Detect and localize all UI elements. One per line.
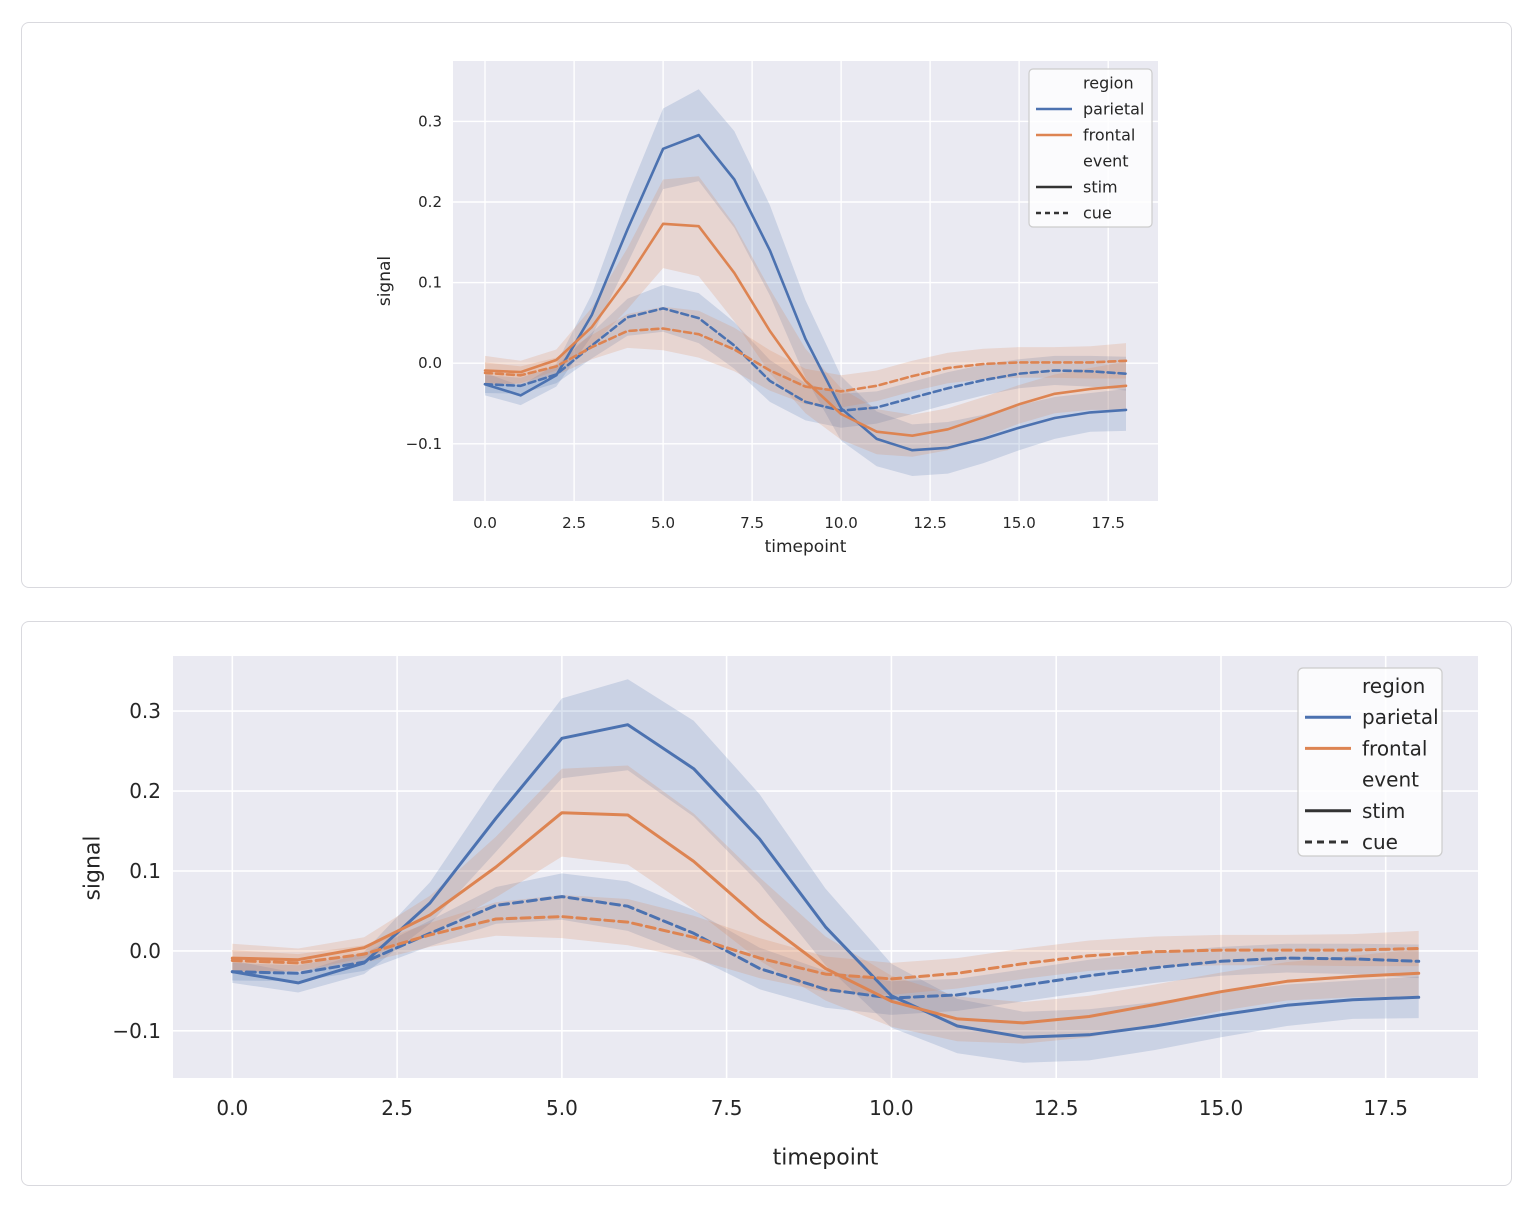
confidence-band-parietal-stim bbox=[232, 679, 1419, 1063]
x-tick-label: 15.0 bbox=[1002, 514, 1035, 532]
confidence-band-frontal-cue bbox=[232, 895, 1419, 995]
x-tick-label: 7.5 bbox=[740, 514, 764, 532]
line-parietal-cue bbox=[483, 307, 1128, 412]
legend-group-title: event bbox=[1362, 768, 1419, 792]
y-tick-label: 0.1 bbox=[129, 859, 161, 883]
fmri-line-chart-top: 0.0 2.5 5.0 7.5 10.0 12.5 15.0 17.5 0.3 0.2 0.1 0.0… bbox=[375, 61, 1158, 557]
y-tick-label: −0.1 bbox=[406, 435, 442, 453]
legend-entry-label: parietal bbox=[1083, 100, 1144, 119]
legend-entry-label: cue bbox=[1362, 830, 1398, 854]
x-tick-label: 15.0 bbox=[1199, 1096, 1244, 1120]
x-tick-label: 10.0 bbox=[824, 514, 857, 532]
y-tick-label: 0.0 bbox=[418, 354, 442, 372]
x-tick-label: 17.5 bbox=[1363, 1096, 1408, 1120]
chart-card-top: 0.0 2.5 5.0 7.5 10.0 12.5 15.0 17.5 0.3 0.2 0.1 0.0… bbox=[21, 22, 1512, 588]
x-tick-label: 12.5 bbox=[1034, 1096, 1079, 1120]
x-tick-label: 2.5 bbox=[562, 514, 586, 532]
x-tick-label: 2.5 bbox=[381, 1096, 413, 1120]
y-tick-label: 0.2 bbox=[418, 193, 442, 211]
x-tick-label: 5.0 bbox=[546, 1096, 578, 1120]
legend-group-title: region bbox=[1362, 674, 1425, 698]
x-tick-label: 0.0 bbox=[216, 1096, 248, 1120]
y-tick-label: 0.3 bbox=[418, 112, 442, 130]
x-tick-label: 12.5 bbox=[913, 514, 946, 532]
y-tick-label: −0.1 bbox=[112, 1019, 161, 1043]
legend-entry-label: frontal bbox=[1083, 126, 1135, 145]
legend-entry-label: stim bbox=[1362, 799, 1405, 823]
x-tick-label: 5.0 bbox=[651, 514, 675, 532]
y-tick-label: 0.3 bbox=[129, 699, 161, 723]
confidence-band-parietal-cue bbox=[485, 285, 1126, 428]
legend-entry-label: frontal bbox=[1362, 736, 1427, 760]
x-tick-label: 10.0 bbox=[869, 1096, 914, 1120]
y-tick-label: 0.0 bbox=[129, 939, 161, 963]
legend-group-title: region bbox=[1083, 74, 1134, 93]
legend-entry-label: cue bbox=[1083, 204, 1112, 223]
fmri-line-chart-bottom: 0.0 2.5 5.0 7.5 10.0 12.5 15.0 17.5 0.3 0.2 0.1 0.0… bbox=[81, 656, 1478, 1171]
legend-group-title: event bbox=[1083, 152, 1129, 171]
confidence-band-parietal-stim bbox=[485, 89, 1126, 476]
confidence-band-frontal-cue bbox=[485, 306, 1126, 408]
x-axis-label: timepoint bbox=[765, 537, 847, 557]
x-tick-label: 7.5 bbox=[711, 1096, 743, 1120]
legend bbox=[1297, 667, 1443, 857]
confidence-band-frontal-stim bbox=[485, 176, 1126, 457]
x-tick-label: 17.5 bbox=[1091, 514, 1124, 532]
line-parietal-cue bbox=[230, 895, 1421, 1000]
line-parietal-stim bbox=[230, 723, 1421, 1039]
line-parietal-stim bbox=[483, 133, 1128, 452]
legend-entry-label: parietal bbox=[1362, 705, 1439, 729]
line-frontal-stim bbox=[230, 811, 1421, 1025]
legend-entry-label: stim bbox=[1083, 178, 1118, 197]
x-axis-label: timepoint bbox=[773, 1146, 879, 1171]
y-axis-label: signal bbox=[81, 835, 106, 900]
chart-card-bottom: 0.0 2.5 5.0 7.5 10.0 12.5 15.0 17.5 0.3 0.2 0.1 0.0… bbox=[21, 621, 1512, 1186]
line-frontal-cue bbox=[230, 915, 1421, 981]
y-axis-label: signal bbox=[375, 256, 395, 306]
line-frontal-stim bbox=[483, 222, 1128, 437]
confidence-band-parietal-cue bbox=[232, 873, 1419, 1015]
line-frontal-cue bbox=[483, 327, 1128, 393]
y-tick-label: 0.2 bbox=[129, 779, 161, 803]
confidence-band-frontal-stim bbox=[232, 765, 1419, 1044]
x-tick-label: 0.0 bbox=[473, 514, 497, 532]
y-tick-label: 0.1 bbox=[418, 274, 442, 292]
